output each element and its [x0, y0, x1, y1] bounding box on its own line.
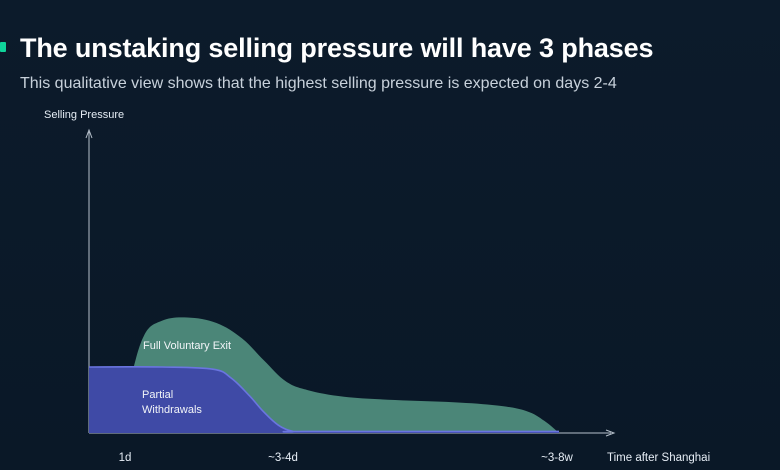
- x-axis-arrow: [605, 429, 616, 437]
- axis-labels: Selling Pressure 1d ~3-4d ~3-8w Time aft…: [44, 109, 710, 464]
- series-label-partial-line-2: Withdrawals: [142, 404, 202, 416]
- y-axis-label: Selling Pressure: [44, 109, 124, 121]
- x-axis-label: Time after Shanghai: [607, 452, 710, 464]
- x-tick-3-4d: ~3-4d: [268, 452, 298, 464]
- series-labels: Full Voluntary Exit Partial Withdrawals: [142, 340, 231, 416]
- slide-title: The unstaking selling pressure will have…: [20, 33, 654, 63]
- series-label-partial-line-1: Partial: [142, 389, 173, 401]
- line-partial-withdrawals-edge: [88, 366, 559, 433]
- series-areas: [88, 317, 559, 433]
- y-axis-arrow: [85, 128, 93, 139]
- accent-marker: [0, 42, 6, 52]
- series-label-full-voluntary-exit: Full Voluntary Exit: [143, 340, 231, 352]
- slide-subtitle: This qualitative view shows that the hig…: [20, 75, 617, 92]
- area-partial-withdrawals: [89, 366, 559, 433]
- x-tick-1d: 1d: [119, 452, 132, 464]
- x-tick-3-8w: ~3-8w: [541, 452, 573, 464]
